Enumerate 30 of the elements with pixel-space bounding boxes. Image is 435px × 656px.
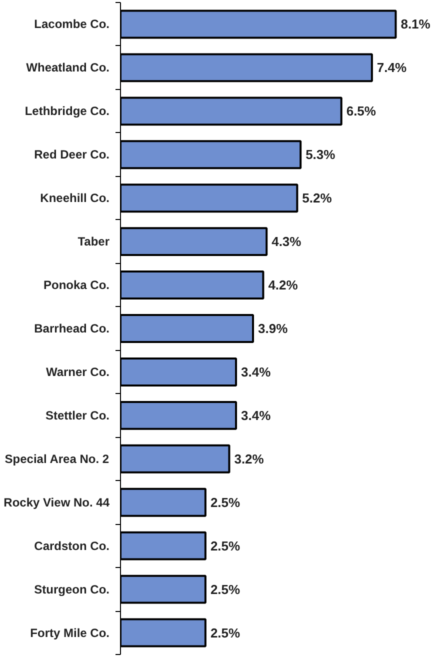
- y-tick-label: Kneehill Co.: [40, 191, 110, 206]
- data-label: 4.3%: [272, 234, 302, 250]
- data-label: 2.5%: [210, 494, 241, 510]
- y-tick-label: Lethbridge Co.: [24, 104, 110, 118]
- y-tick-label: Rocky View No. 44: [4, 495, 110, 510]
- y-tick-label: Stettler Co.: [45, 408, 110, 422]
- data-label: 5.3%: [306, 147, 336, 162]
- y-tick-label: Red Deer Co.: [34, 148, 110, 162]
- y-tick-label: Barrhead Co.: [34, 322, 110, 336]
- data-label: 7.4%: [376, 60, 408, 76]
- y-tick-label: Taber: [78, 234, 110, 249]
- y-tick-label: Lacombe Co.: [34, 17, 110, 32]
- data-label: 2.5%: [210, 582, 241, 597]
- data-label: 3.9%: [258, 321, 288, 336]
- data-label: 5.2%: [302, 190, 332, 206]
- y-tick-label: Forty Mile Co.: [30, 626, 110, 640]
- data-label: 4.2%: [268, 278, 298, 293]
- data-label: 3.4%: [241, 364, 272, 380]
- data-label: 2.5%: [210, 538, 241, 554]
- data-label: 8.1%: [400, 16, 431, 32]
- y-tick-label: Wheatland Co.: [26, 60, 110, 75]
- data-label: 3.4%: [241, 408, 272, 423]
- data-label: 6.5%: [346, 104, 376, 119]
- data-label: 3.2%: [234, 451, 264, 466]
- data-label: 2.5%: [210, 625, 241, 640]
- y-tick-label: Special Area No. 2: [4, 452, 110, 466]
- y-tick-label: Ponoka Co.: [43, 278, 110, 292]
- y-tick-label: Cardston Co.: [34, 538, 110, 553]
- y-tick-label: Warner Co.: [46, 364, 110, 379]
- y-tick-label: Sturgeon Co.: [34, 582, 110, 596]
